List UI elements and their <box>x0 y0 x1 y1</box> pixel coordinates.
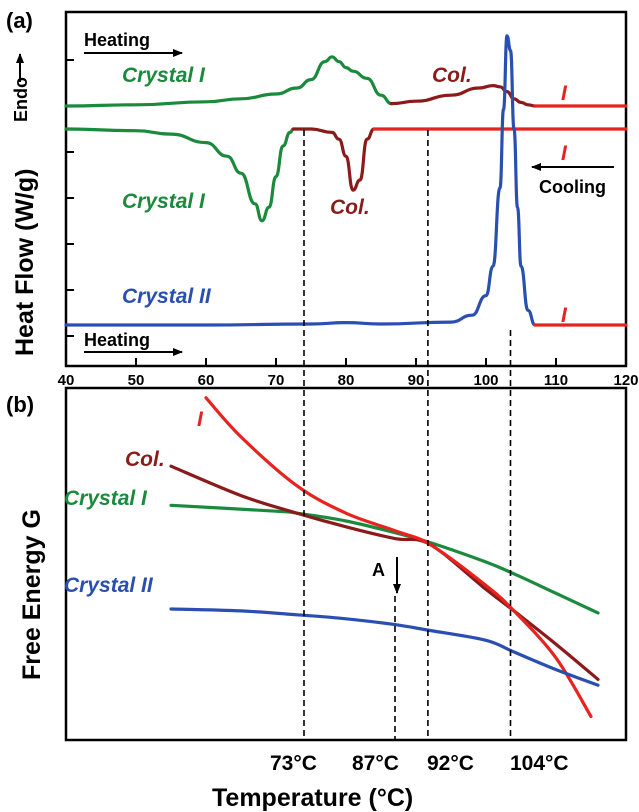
series-label-crystal-i-mid: Crystal I <box>122 190 206 213</box>
transition-temp-labels: 73°C 87°C 92°C 104°C <box>270 752 569 775</box>
series-label-col-b: Col. <box>125 448 165 471</box>
trace-top-heating-crystal-i <box>64 55 394 108</box>
x-tick-label-40: 40 <box>58 372 75 389</box>
series-label-i-b: I <box>197 408 204 431</box>
heating-label-top: Heating <box>84 30 150 50</box>
series-label-crystal-i-b: Crystal I <box>64 487 148 510</box>
series-label-i-bottom: I <box>561 304 568 327</box>
trace-middle-cooling-col <box>291 127 376 192</box>
series-label-col-mid: Col. <box>330 196 370 219</box>
x-tick-label-70: 70 <box>268 372 285 389</box>
panel-b-frame <box>64 386 628 742</box>
series-label-crystal-ii: Crystal II <box>122 285 212 308</box>
temp-label-104: 104°C <box>510 752 569 775</box>
x-tick-label-50: 50 <box>128 372 145 389</box>
trace-top-heating-col <box>389 84 537 108</box>
series-label-col-top: Col. <box>432 64 472 87</box>
temp-label-92: 92°C <box>427 752 474 775</box>
series-label-crystal-ii-b: Crystal II <box>64 574 154 597</box>
cooling-label: Cooling <box>539 177 606 197</box>
panel-b-curves <box>169 396 600 719</box>
panel-a: (a) 40 50 60 70 80 90 100 110 120 Heat Flow (W/g… <box>6 8 639 389</box>
panel-b-y-axis-title: Free Energy G <box>18 509 46 680</box>
panel-a-y-axis-title: Heat Flow (W/g) <box>11 169 39 356</box>
curve-crystal-ii <box>169 607 600 687</box>
x-tick-label-80: 80 <box>338 372 355 389</box>
temp-label-87: 87°C <box>352 752 399 775</box>
heating-label-bottom: Heating <box>84 330 150 350</box>
panel-a-x-tick-labels: 40 50 60 70 80 90 100 110 120 <box>58 372 639 389</box>
x-axis-title: Temperature (°C) <box>212 784 413 812</box>
trace-middle-cooling-crystal-i <box>64 127 296 223</box>
trace-bottom-heating-crystal-ii <box>64 34 537 327</box>
point-a-label: A <box>372 560 385 580</box>
panel-a-label: (a) <box>6 8 33 33</box>
endo-label: Endo <box>11 77 31 122</box>
x-tick-label-60: 60 <box>198 372 215 389</box>
series-label-i-top: I <box>561 82 568 105</box>
transition-dashed-lines <box>303 130 512 740</box>
panel-b: (b) Free Energy G I Col. Crystal I Cryst… <box>6 386 628 812</box>
series-label-crystal-i-top: Crystal I <box>122 64 206 87</box>
curve-i <box>204 396 593 719</box>
x-tick-label-120: 120 <box>613 372 638 389</box>
x-tick-label-110: 110 <box>544 372 568 389</box>
curve-col <box>169 464 600 681</box>
x-tick-label-100: 100 <box>473 372 498 389</box>
panel-a-traces <box>64 34 628 327</box>
panel-a-ticks <box>65 59 627 366</box>
panel-b-label: (b) <box>6 392 34 417</box>
x-tick-label-90: 90 <box>408 372 425 389</box>
series-label-i-mid: I <box>561 142 568 165</box>
temp-label-73: 73°C <box>270 752 317 775</box>
